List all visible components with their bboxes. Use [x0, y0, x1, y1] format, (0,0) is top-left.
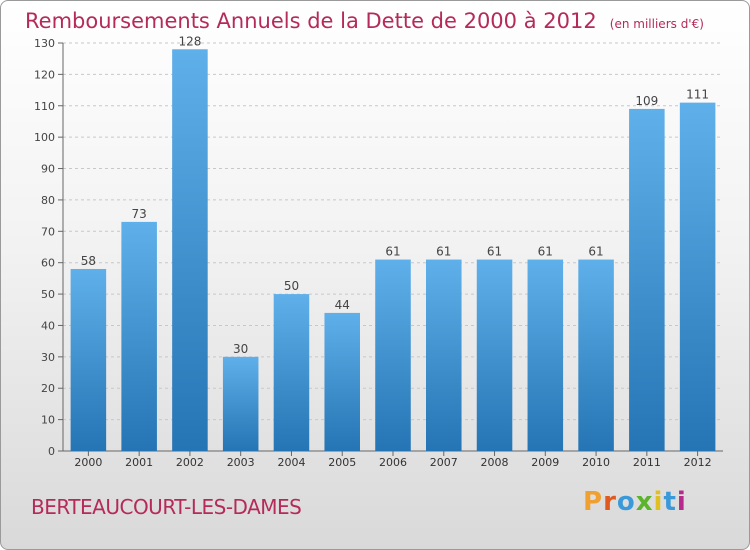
data-label: 111 [686, 88, 709, 102]
chart-subtitle: (en milliers d'€) [609, 17, 704, 31]
y-tick-label: 50 [41, 288, 55, 301]
title-row: Remboursements Annuels de la Dette de 20… [25, 9, 704, 33]
bar-2010 [578, 259, 614, 451]
data-label: 44 [335, 298, 350, 312]
y-tick-label: 40 [41, 319, 55, 332]
y-tick-label: 120 [34, 68, 55, 81]
bar-2001 [121, 221, 157, 451]
y-tick-label: 110 [34, 100, 55, 113]
x-tick-label: 2000 [74, 456, 102, 469]
data-label: 61 [385, 245, 400, 259]
y-tick-label: 100 [34, 131, 55, 144]
bar-2006 [375, 259, 411, 451]
data-label: 61 [538, 245, 553, 259]
chart-title: Remboursements Annuels de la Dette de 20… [25, 9, 597, 33]
y-tick-label: 10 [41, 414, 55, 427]
data-label: 73 [132, 207, 147, 221]
bar-2007 [426, 259, 462, 451]
y-tick-label: 60 [41, 257, 55, 270]
bar-2003 [222, 356, 259, 451]
x-tick-label: 2007 [430, 456, 458, 469]
data-label: 61 [436, 245, 451, 259]
y-tick-label: 130 [34, 37, 55, 50]
data-label: 128 [178, 34, 201, 48]
x-tick-label: 2009 [531, 456, 559, 469]
x-tick-label: 2004 [277, 456, 305, 469]
x-tick-label: 2006 [379, 456, 407, 469]
data-label: 61 [487, 245, 502, 259]
x-tick-label: 2011 [633, 456, 661, 469]
x-tick-label: 2003 [227, 456, 255, 469]
bar-2004 [273, 294, 310, 451]
bar-2011 [629, 108, 665, 452]
y-tick-label: 20 [41, 382, 55, 395]
x-tick-label: 2002 [176, 456, 204, 469]
x-tick-label: 2010 [582, 456, 610, 469]
bar-2008 [476, 259, 513, 451]
bars [70, 49, 716, 452]
y-tick-labels: 0 10 20 30 40 50 60 70 80 90 100 110 120 130 [34, 37, 55, 458]
commune-name: BERTEAUCOURT-LES-DAMES [31, 495, 302, 519]
bar-2005 [324, 312, 360, 451]
x-tick-label: 2005 [328, 456, 356, 469]
data-labels: 58 73 128 30 50 44 61 61 61 61 61 109 111 [81, 34, 709, 356]
y-tick-label: 90 [41, 163, 55, 176]
bar-2009 [527, 259, 564, 451]
x-tick-label: 2012 [684, 456, 712, 469]
bar-2000 [70, 268, 107, 451]
bar-2012 [679, 102, 716, 451]
x-tick-label: 2008 [481, 456, 509, 469]
data-label: 30 [233, 342, 248, 356]
data-label: 50 [284, 279, 299, 293]
data-label: 61 [588, 245, 603, 259]
y-tick-label: 0 [48, 445, 55, 458]
x-tick-labels: 2000 2001 2002 2003 2004 2005 2006 2007 2008 2009… [74, 456, 711, 469]
y-tick-label: 30 [41, 351, 55, 364]
y-tick-label: 70 [41, 225, 55, 238]
data-label: 109 [635, 94, 658, 108]
bar-2002 [172, 49, 208, 452]
proxiti-logo: Proxiti [583, 487, 687, 517]
data-label: 58 [81, 254, 96, 268]
x-tick-label: 2001 [125, 456, 153, 469]
y-tick-label: 80 [41, 194, 55, 207]
